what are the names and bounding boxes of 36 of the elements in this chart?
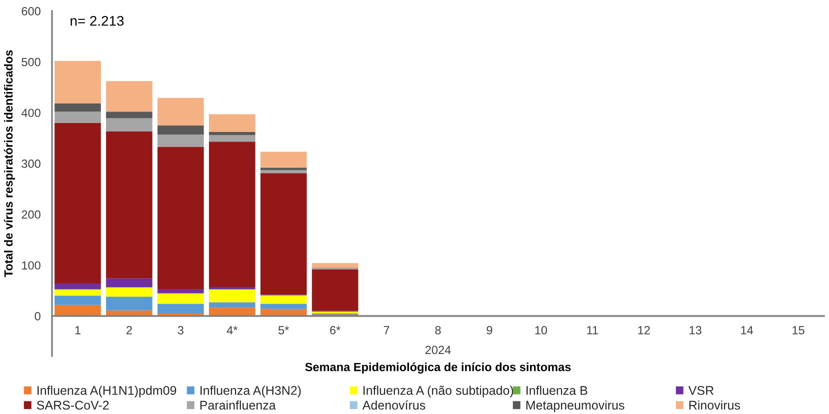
x-tick-label: 5*: [278, 326, 289, 334]
y-tick-label: 400: [21, 108, 40, 118]
legend-label: Influenza A(H1N1)pdm09: [38, 386, 176, 398]
y-axis-title: Total de vírus respiratórios identificados: [4, 50, 15, 278]
legend-label: VSR: [688, 386, 714, 395]
y-tick-label: 200: [22, 210, 40, 219]
x-tick-label: 11: [587, 326, 598, 334]
legend-label: Adenovírus: [362, 400, 426, 410]
legend-label: Metapneumovirus: [526, 400, 624, 412]
legend-label: Rinovirus: [689, 400, 740, 410]
y-tick-label: 600: [22, 7, 40, 16]
x-tick-label: 6*: [330, 326, 340, 334]
x-tick-label: 8: [435, 326, 441, 334]
x-tick-label: 12: [638, 326, 650, 334]
x-tick-label: 10: [535, 326, 548, 334]
x-tick-label: 2: [126, 326, 132, 334]
legend-label: Parainfluenza: [200, 400, 276, 410]
x-axis-title: Semana Epidemiológica de início dos sintomas: [305, 362, 571, 374]
y-tick-label: 500: [22, 58, 40, 66]
x-tick-label: 14: [741, 326, 754, 334]
x-tick-label: 13: [690, 326, 702, 334]
text: 2024: [425, 346, 451, 354]
legend-label: SARS-CoV-2: [36, 400, 109, 410]
legend-label: Influenza A(H3N2): [200, 386, 301, 398]
x-tick-label: 4*: [226, 326, 238, 334]
x-tick-label: 15: [792, 326, 804, 334]
legend-label: Influenza A (não subtipado): [364, 386, 514, 398]
x-tick-label: 7: [384, 326, 390, 334]
x-tick-label: 3: [178, 326, 184, 334]
legend-label: Influenza B: [526, 386, 588, 395]
y-tick-label: 0: [34, 312, 40, 320]
annotation: n= 2.213: [70, 16, 124, 26]
y-tick-label: 300: [22, 160, 40, 168]
x-tick-label: 9: [486, 326, 492, 334]
y-tick-label: 100: [22, 261, 40, 270]
x-tick-label: 1: [75, 326, 80, 334]
